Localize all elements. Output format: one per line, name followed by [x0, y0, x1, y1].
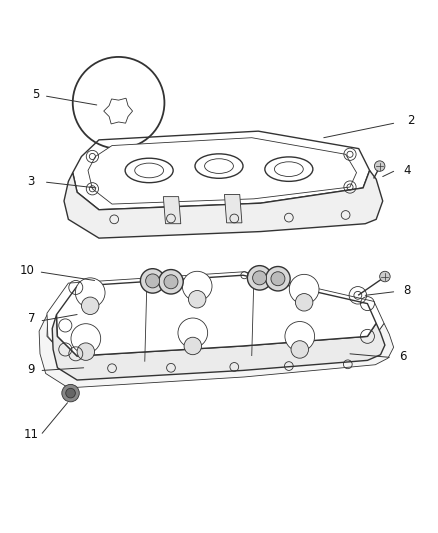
Circle shape	[77, 343, 95, 360]
Circle shape	[178, 318, 208, 348]
Circle shape	[291, 341, 308, 358]
Circle shape	[164, 275, 178, 289]
Text: 8: 8	[403, 284, 410, 297]
Circle shape	[247, 265, 272, 290]
Text: 4: 4	[403, 164, 410, 177]
Circle shape	[75, 278, 105, 308]
Polygon shape	[88, 138, 357, 204]
Text: 5: 5	[32, 87, 39, 101]
Polygon shape	[163, 197, 181, 224]
Circle shape	[188, 290, 206, 308]
Polygon shape	[47, 272, 384, 359]
Circle shape	[146, 274, 159, 288]
Text: 6: 6	[399, 350, 406, 362]
Circle shape	[380, 271, 390, 282]
Circle shape	[289, 274, 319, 304]
Circle shape	[159, 270, 183, 294]
Polygon shape	[52, 314, 385, 380]
Circle shape	[182, 271, 212, 301]
Text: 9: 9	[28, 362, 35, 376]
Text: 2: 2	[407, 114, 415, 127]
Circle shape	[81, 297, 99, 314]
Circle shape	[271, 272, 285, 286]
Polygon shape	[39, 313, 394, 388]
Circle shape	[184, 337, 201, 354]
Circle shape	[62, 384, 79, 402]
Circle shape	[253, 271, 267, 285]
Circle shape	[266, 266, 290, 291]
Circle shape	[71, 324, 101, 353]
Text: 3: 3	[28, 175, 35, 188]
Polygon shape	[224, 195, 242, 223]
Circle shape	[374, 161, 385, 171]
Circle shape	[141, 269, 165, 293]
Polygon shape	[64, 171, 383, 238]
Text: 7: 7	[28, 312, 35, 325]
Circle shape	[295, 294, 313, 311]
Text: 11: 11	[24, 428, 39, 441]
Polygon shape	[73, 131, 370, 210]
Text: 10: 10	[19, 264, 34, 277]
Circle shape	[285, 321, 314, 351]
Circle shape	[66, 389, 75, 398]
Polygon shape	[57, 275, 376, 356]
